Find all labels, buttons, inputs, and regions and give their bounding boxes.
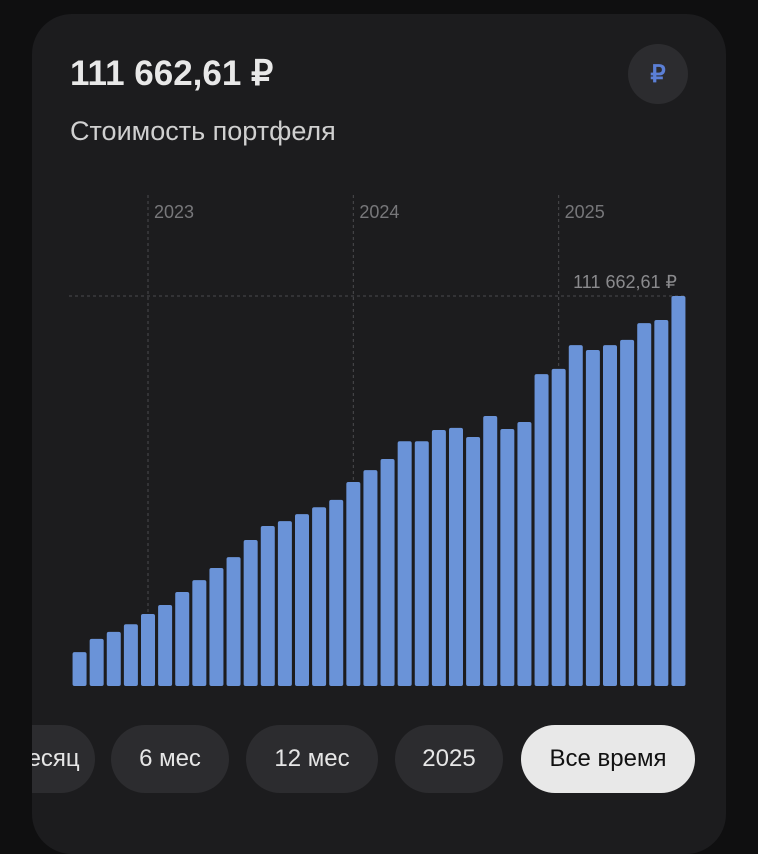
bar [380, 459, 395, 686]
bar [123, 624, 138, 686]
bar [89, 638, 104, 686]
period-button[interactable]: 12 мес [246, 725, 378, 793]
bar [226, 557, 241, 686]
bar [397, 441, 412, 686]
bar [329, 499, 344, 686]
bar [72, 652, 87, 686]
bar [209, 567, 224, 686]
bar [363, 470, 378, 686]
bar [483, 416, 498, 686]
bar [551, 368, 566, 686]
bar [277, 521, 292, 686]
period-button[interactable]: 6 мес [111, 725, 229, 793]
x-tick-label: 2023 [154, 202, 194, 222]
bar [603, 345, 617, 686]
currency-button[interactable]: ₽ [628, 44, 688, 104]
bar [568, 345, 583, 686]
bar [620, 339, 635, 686]
bar [260, 526, 275, 686]
bar [106, 631, 121, 686]
bar [295, 514, 309, 686]
portfolio-value: 111 662,61 ₽ [70, 54, 274, 93]
period-button[interactable]: 2025 [395, 725, 503, 793]
x-tick-label: 2025 [565, 202, 605, 222]
bar [500, 428, 515, 686]
bar [192, 580, 207, 686]
x-tick-label: 2024 [359, 202, 399, 222]
portfolio-subtitle: Стоимость портфеля [70, 116, 336, 146]
bar [312, 507, 327, 686]
bar [431, 430, 446, 686]
bar [346, 482, 361, 686]
bar [517, 421, 532, 686]
screen: 111 662,61 ₽ Стоимость портфеля ₽ 2023 20… [32, 14, 726, 854]
bar [654, 320, 669, 686]
reference-label: 111 662,61 ₽ [573, 272, 677, 292]
bar [585, 350, 600, 686]
portfolio-card: 111 662,61 ₽ Стоимость портфеля ₽ 2023 20… [32, 14, 726, 854]
period-button[interactable]: Месяц [32, 725, 95, 793]
bar [637, 323, 652, 686]
bar [414, 441, 429, 686]
bar [534, 374, 549, 686]
bar [671, 296, 686, 686]
chart: 2023 2024 2025 111 662,61 ₽ [69, 195, 687, 686]
period-button[interactable]: Все время [521, 725, 695, 793]
bar [175, 592, 190, 686]
bar [449, 427, 463, 686]
bar [141, 614, 155, 686]
bar [243, 540, 258, 686]
bar [158, 604, 173, 686]
bar [466, 437, 481, 686]
